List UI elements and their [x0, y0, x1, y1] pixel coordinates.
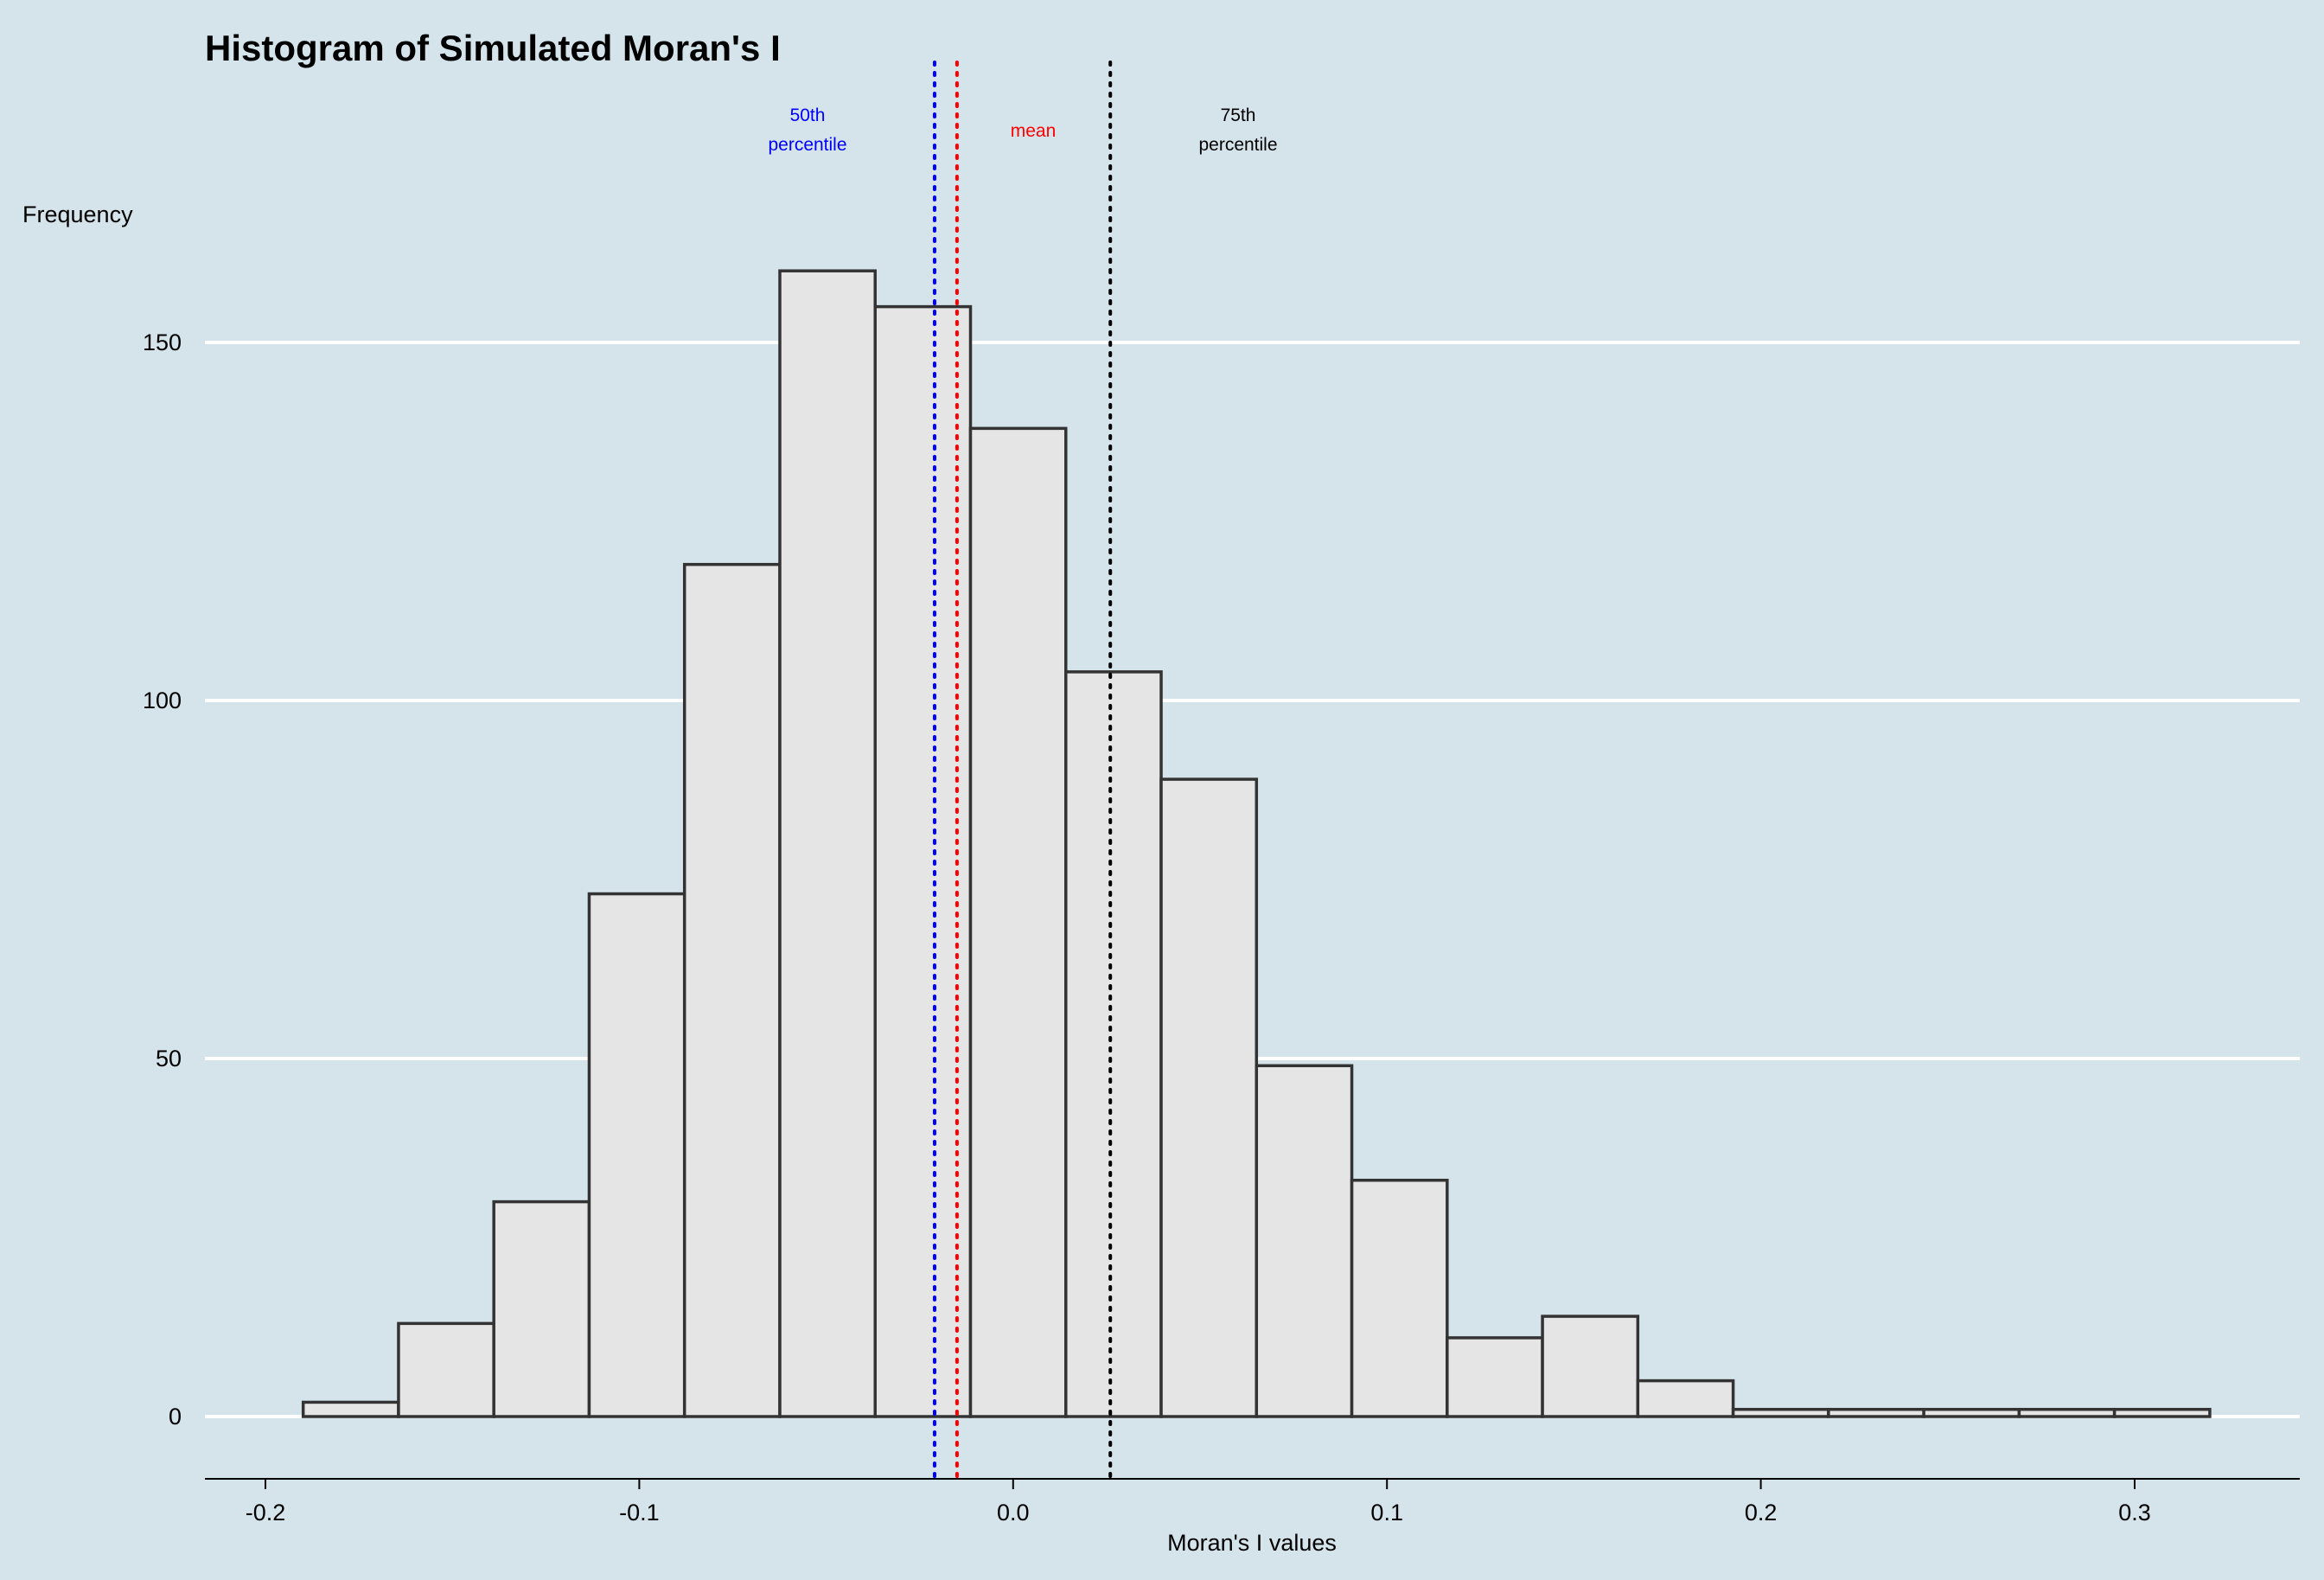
histogram-bar [1922, 1407, 2021, 1418]
histogram-bar [1827, 1407, 1925, 1418]
histogram-bar [682, 562, 782, 1418]
histogram-bar [1159, 777, 1259, 1418]
histogram-bar [968, 426, 1068, 1418]
x-tick-label: 0.2 [1745, 1500, 1778, 1526]
histogram-bar [587, 892, 686, 1418]
x-tick-label: -0.1 [619, 1500, 660, 1526]
reference-label-50th-percentile: 50th [790, 106, 826, 125]
histogram-bar [492, 1199, 591, 1418]
y-axis-label: Frequency [22, 201, 133, 227]
reference-label-50th-percentile: percentile [768, 135, 846, 155]
reference-label-mean: mean [1011, 121, 1057, 141]
reference-lines: 50th percentile mean 75th percentile [768, 61, 1278, 1482]
histogram-bar [873, 304, 973, 1418]
x-tick-label: 0.0 [997, 1500, 1030, 1526]
y-tick-label: 0 [169, 1404, 182, 1430]
chart-title: Histogram of Simulated Moran's I [205, 28, 781, 68]
histogram-bar [1731, 1407, 1830, 1418]
histogram-bar [2017, 1407, 2116, 1418]
reference-label-75th-percentile: 75th [1221, 106, 1256, 125]
y-tick-label: 50 [156, 1046, 182, 1071]
histogram-bar [1636, 1379, 1735, 1418]
reference-label-75th-percentile: percentile [1198, 135, 1277, 155]
histogram-bars [301, 269, 2212, 1418]
histogram-bar [778, 269, 877, 1418]
x-axis-label: Moran's I values [1167, 1530, 1337, 1556]
histogram-bar [397, 1321, 495, 1418]
histogram-bar [1255, 1064, 1354, 1418]
x-tick-label: -0.2 [246, 1500, 286, 1526]
histogram-bar [1350, 1179, 1449, 1418]
histogram-bar [1541, 1315, 1640, 1418]
axes: -0.2 -0.1 0.0 0.1 0.2 0.3 0 50 100 150 [143, 329, 2300, 1526]
y-tick-label: 150 [143, 329, 182, 355]
histogram-bar [1064, 670, 1163, 1418]
y-tick-label: 100 [143, 688, 182, 713]
histogram-bar [301, 1400, 400, 1418]
histogram-bar [1446, 1336, 1544, 1418]
x-tick-label: 0.1 [1370, 1500, 1403, 1526]
histogram-bar [2112, 1407, 2212, 1418]
x-tick-label: 0.3 [2118, 1500, 2151, 1526]
